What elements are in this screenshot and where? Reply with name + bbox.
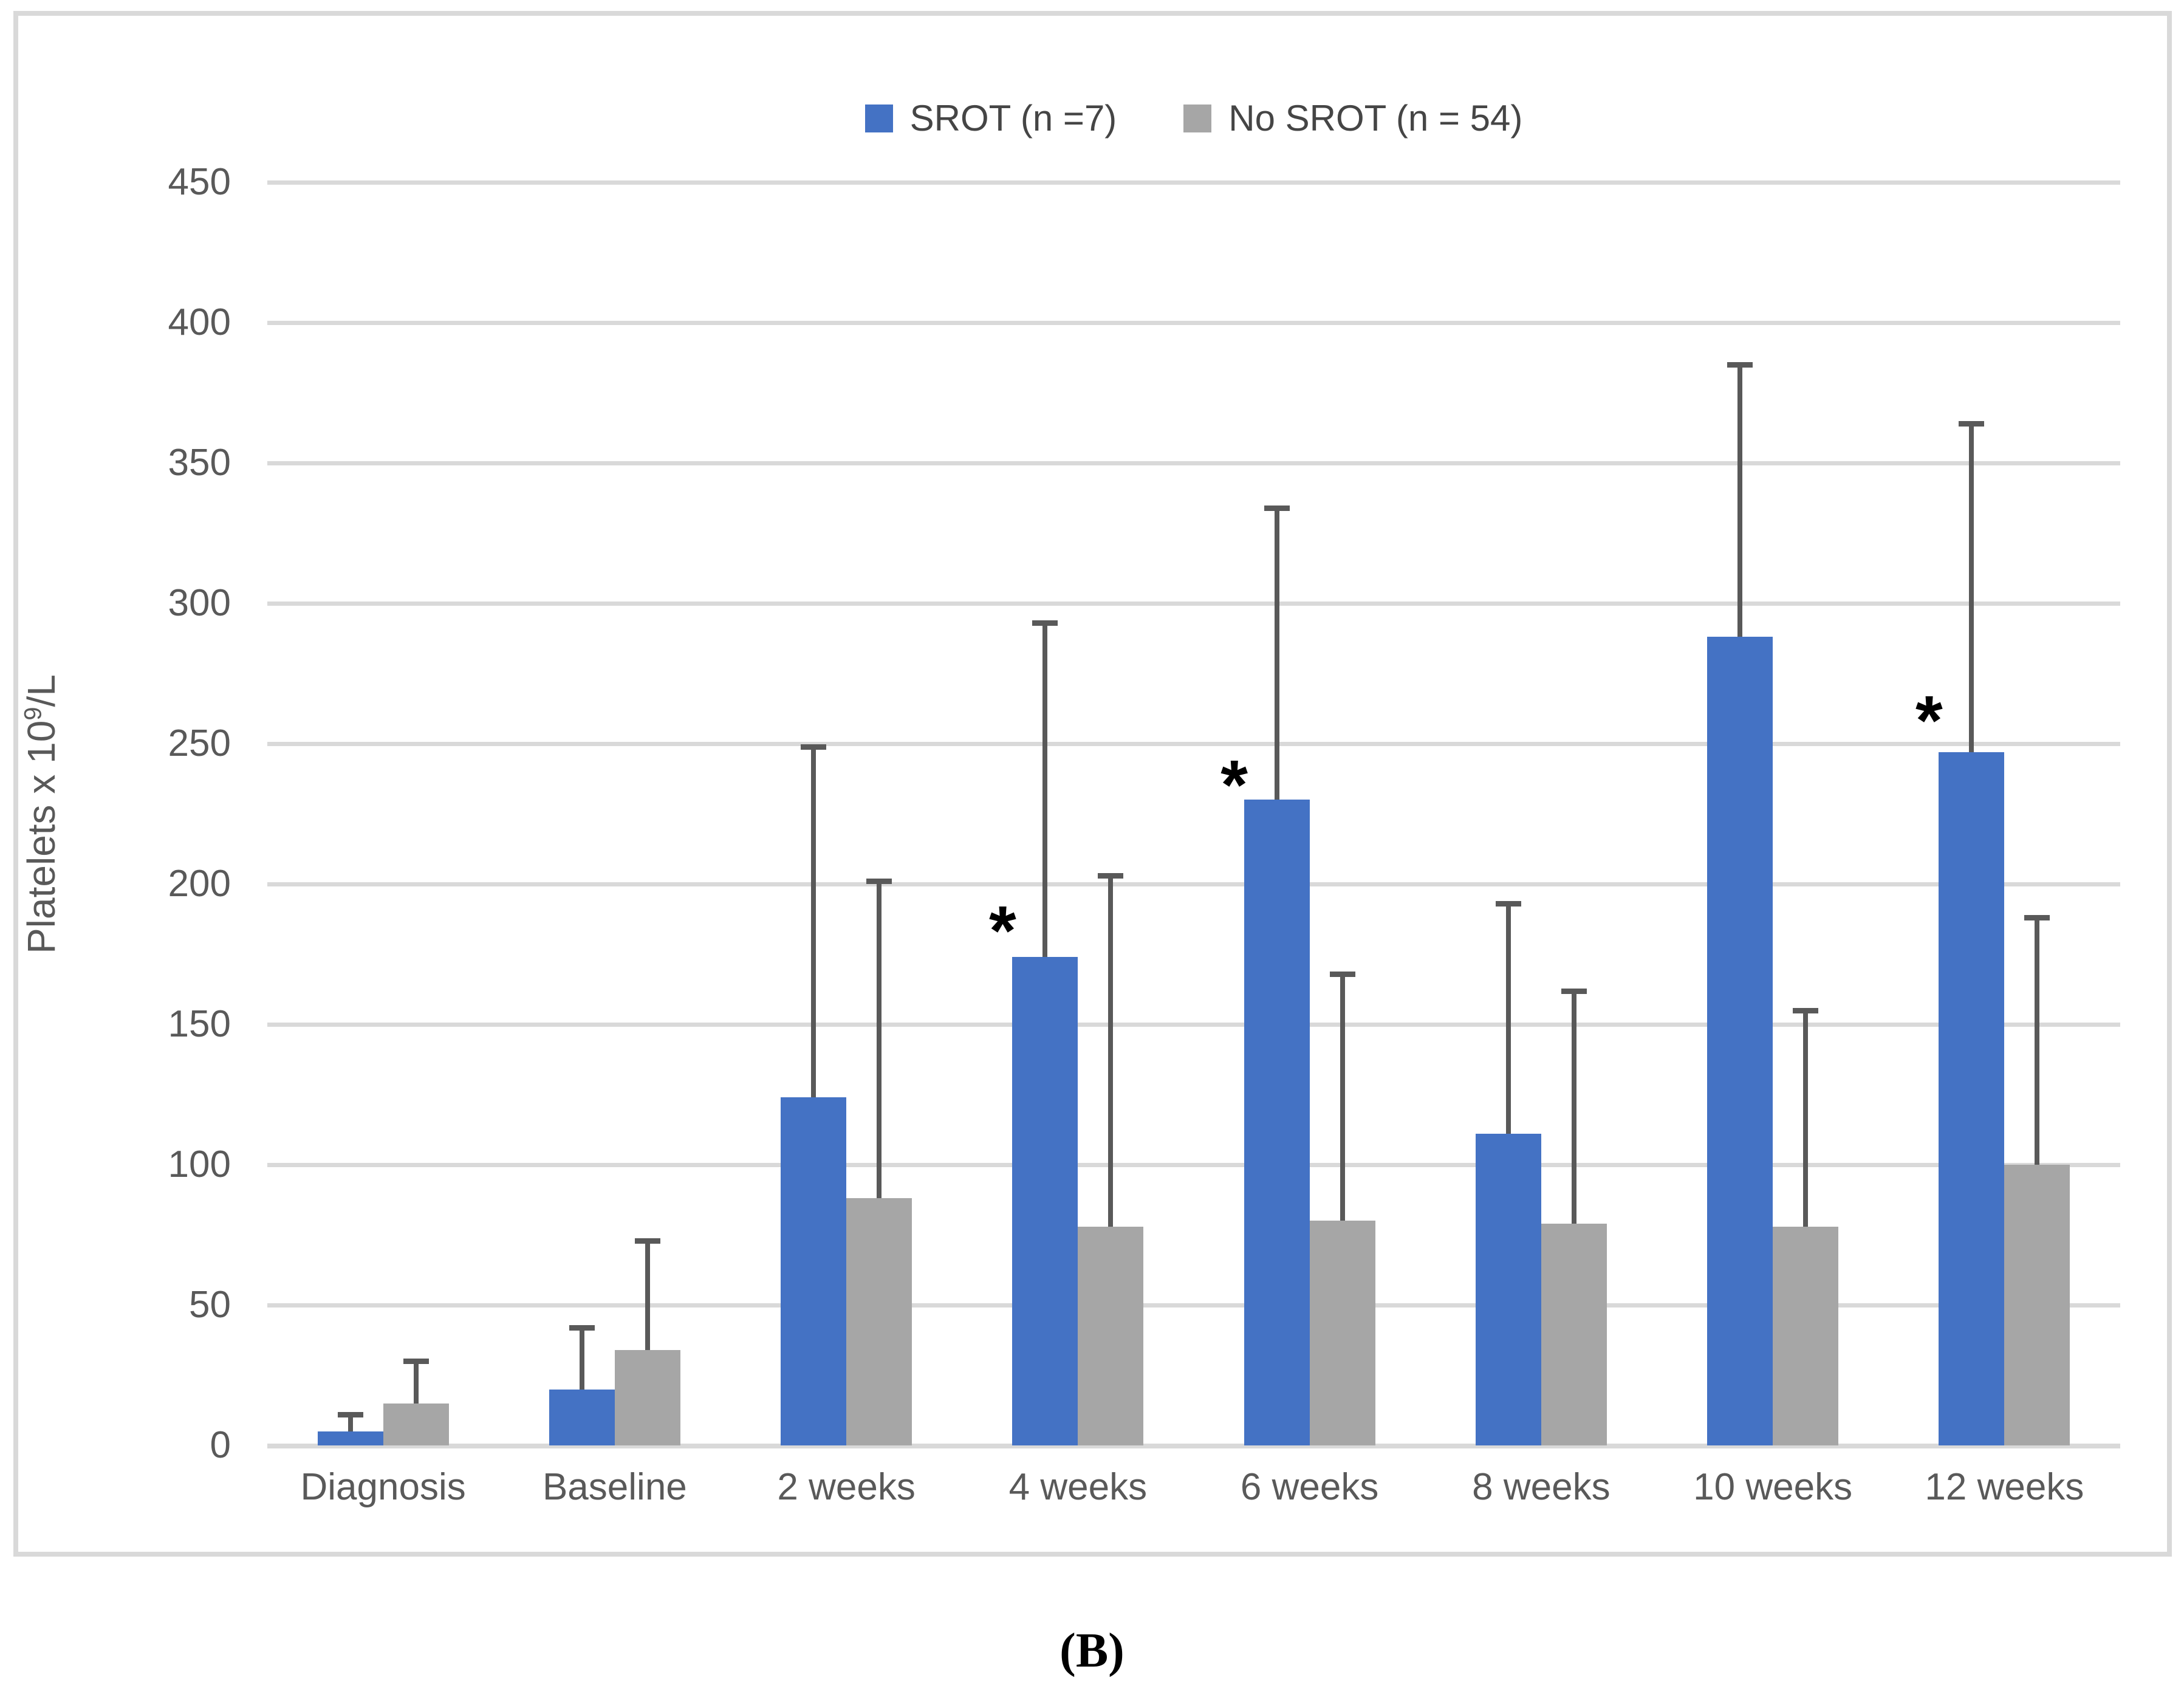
gridline xyxy=(267,602,2120,606)
error-bar-cap xyxy=(2024,915,2050,921)
error-bar xyxy=(1969,423,1974,752)
legend-label-no-srot: No SROT (n = 54) xyxy=(1228,98,1523,139)
x-axis-line xyxy=(267,1444,2120,1448)
significance-asterisk: * xyxy=(988,892,1016,970)
y-tick-label: 200 xyxy=(168,863,231,905)
figure-caption: (B) xyxy=(1059,1624,1125,1678)
bar-no-srot-n-54--8-weeks xyxy=(1541,1224,1607,1445)
error-bar-cap xyxy=(801,744,827,750)
error-bar-cap xyxy=(1495,901,1521,907)
bar-no-srot-n-54--6-weeks xyxy=(1309,1221,1375,1445)
y-tick-label: 250 xyxy=(168,722,231,764)
y-tick-label: 450 xyxy=(168,161,231,203)
y-tick-label: 100 xyxy=(168,1143,231,1185)
error-bar xyxy=(1803,1010,1809,1227)
y-tick-label: 300 xyxy=(168,582,231,624)
gridline xyxy=(267,1023,2120,1027)
bar-srot-n-7--8-weeks xyxy=(1475,1134,1541,1445)
y-tick-label: 350 xyxy=(168,442,231,484)
error-bar xyxy=(413,1361,419,1404)
error-bar-cap xyxy=(1959,421,1985,427)
legend-item-no-srot: No SROT (n = 54) xyxy=(1183,97,1522,139)
error-bar xyxy=(877,881,882,1199)
bar-no-srot-n-54--10-weeks xyxy=(1773,1226,1839,1445)
bar-no-srot-n-54--2-weeks xyxy=(846,1198,912,1445)
bar-no-srot-n-54--diagnosis xyxy=(383,1403,449,1445)
bar-srot-n-7--10-weeks xyxy=(1707,637,1773,1445)
legend-label-srot: SROT (n =7) xyxy=(909,98,1117,139)
gridline xyxy=(267,1303,2120,1308)
y-axis-title: Platelets x 109/L xyxy=(19,674,63,954)
bar-srot-n-7--12-weeks xyxy=(1939,752,2005,1445)
x-category-label: 8 weeks xyxy=(1472,1466,1611,1508)
y-tick-label: 50 xyxy=(189,1284,231,1326)
bar-no-srot-n-54--baseline xyxy=(614,1349,680,1445)
gridline xyxy=(267,321,2120,325)
error-bar xyxy=(1108,876,1114,1227)
error-bar xyxy=(579,1327,584,1390)
x-category-label: 10 weeks xyxy=(1693,1466,1853,1508)
legend: SROT (n =7) No SROT (n = 54) xyxy=(267,97,2120,139)
x-category-label: 12 weeks xyxy=(1925,1466,2084,1508)
error-bar xyxy=(645,1240,650,1350)
srot-swatch-icon xyxy=(864,104,893,132)
error-bar-cap xyxy=(1264,505,1290,511)
x-category-label: 6 weeks xyxy=(1240,1466,1379,1508)
no-srot-swatch-icon xyxy=(1183,104,1212,132)
error-bar-cap xyxy=(1727,362,1753,368)
y-tick-label: 0 xyxy=(210,1424,231,1466)
error-bar xyxy=(1042,623,1048,958)
error-bar xyxy=(811,746,816,1098)
significance-asterisk: * xyxy=(1915,682,1943,760)
x-category-label: Baseline xyxy=(542,1466,687,1508)
error-bar-cap xyxy=(337,1412,363,1418)
error-bar-cap xyxy=(403,1359,429,1365)
error-bar-cap xyxy=(1098,873,1124,879)
bar-no-srot-n-54--4-weeks xyxy=(1078,1226,1144,1445)
error-bar-cap xyxy=(1793,1007,1819,1013)
error-bar-cap xyxy=(634,1238,660,1244)
bar-srot-n-7--6-weeks xyxy=(1244,800,1310,1445)
bar-srot-n-7--2-weeks xyxy=(781,1097,847,1445)
bar-srot-n-7--diagnosis xyxy=(317,1431,383,1445)
gridline xyxy=(267,742,2120,746)
bar-no-srot-n-54--12-weeks xyxy=(2004,1165,2070,1445)
error-bar-cap xyxy=(1561,988,1587,994)
error-bar-cap xyxy=(1032,620,1058,626)
x-category-label: 4 weeks xyxy=(1008,1466,1148,1508)
legend-item-srot: SROT (n =7) xyxy=(864,97,1117,139)
error-bar xyxy=(1571,990,1576,1224)
x-category-label: Diagnosis xyxy=(300,1466,466,1508)
error-bar xyxy=(1340,973,1345,1221)
error-bar xyxy=(1274,507,1279,800)
gridline xyxy=(267,882,2120,886)
error-bar-cap xyxy=(866,879,892,885)
error-bar xyxy=(347,1414,353,1431)
significance-asterisk: * xyxy=(1220,746,1248,824)
y-tick-label: 150 xyxy=(168,1003,231,1045)
bar-srot-n-7--baseline xyxy=(549,1389,615,1445)
error-bar-cap xyxy=(569,1325,595,1331)
gridline xyxy=(267,461,2120,465)
x-category-label: 2 weeks xyxy=(777,1466,916,1508)
y-tick-label: 400 xyxy=(168,301,231,343)
error-bar-cap xyxy=(1329,971,1355,977)
error-bar xyxy=(1505,903,1511,1134)
gridline xyxy=(267,1163,2120,1167)
bar-srot-n-7--4-weeks xyxy=(1012,957,1078,1445)
error-bar xyxy=(1737,365,1743,637)
gridline xyxy=(267,180,2120,185)
error-bar xyxy=(2035,917,2040,1165)
